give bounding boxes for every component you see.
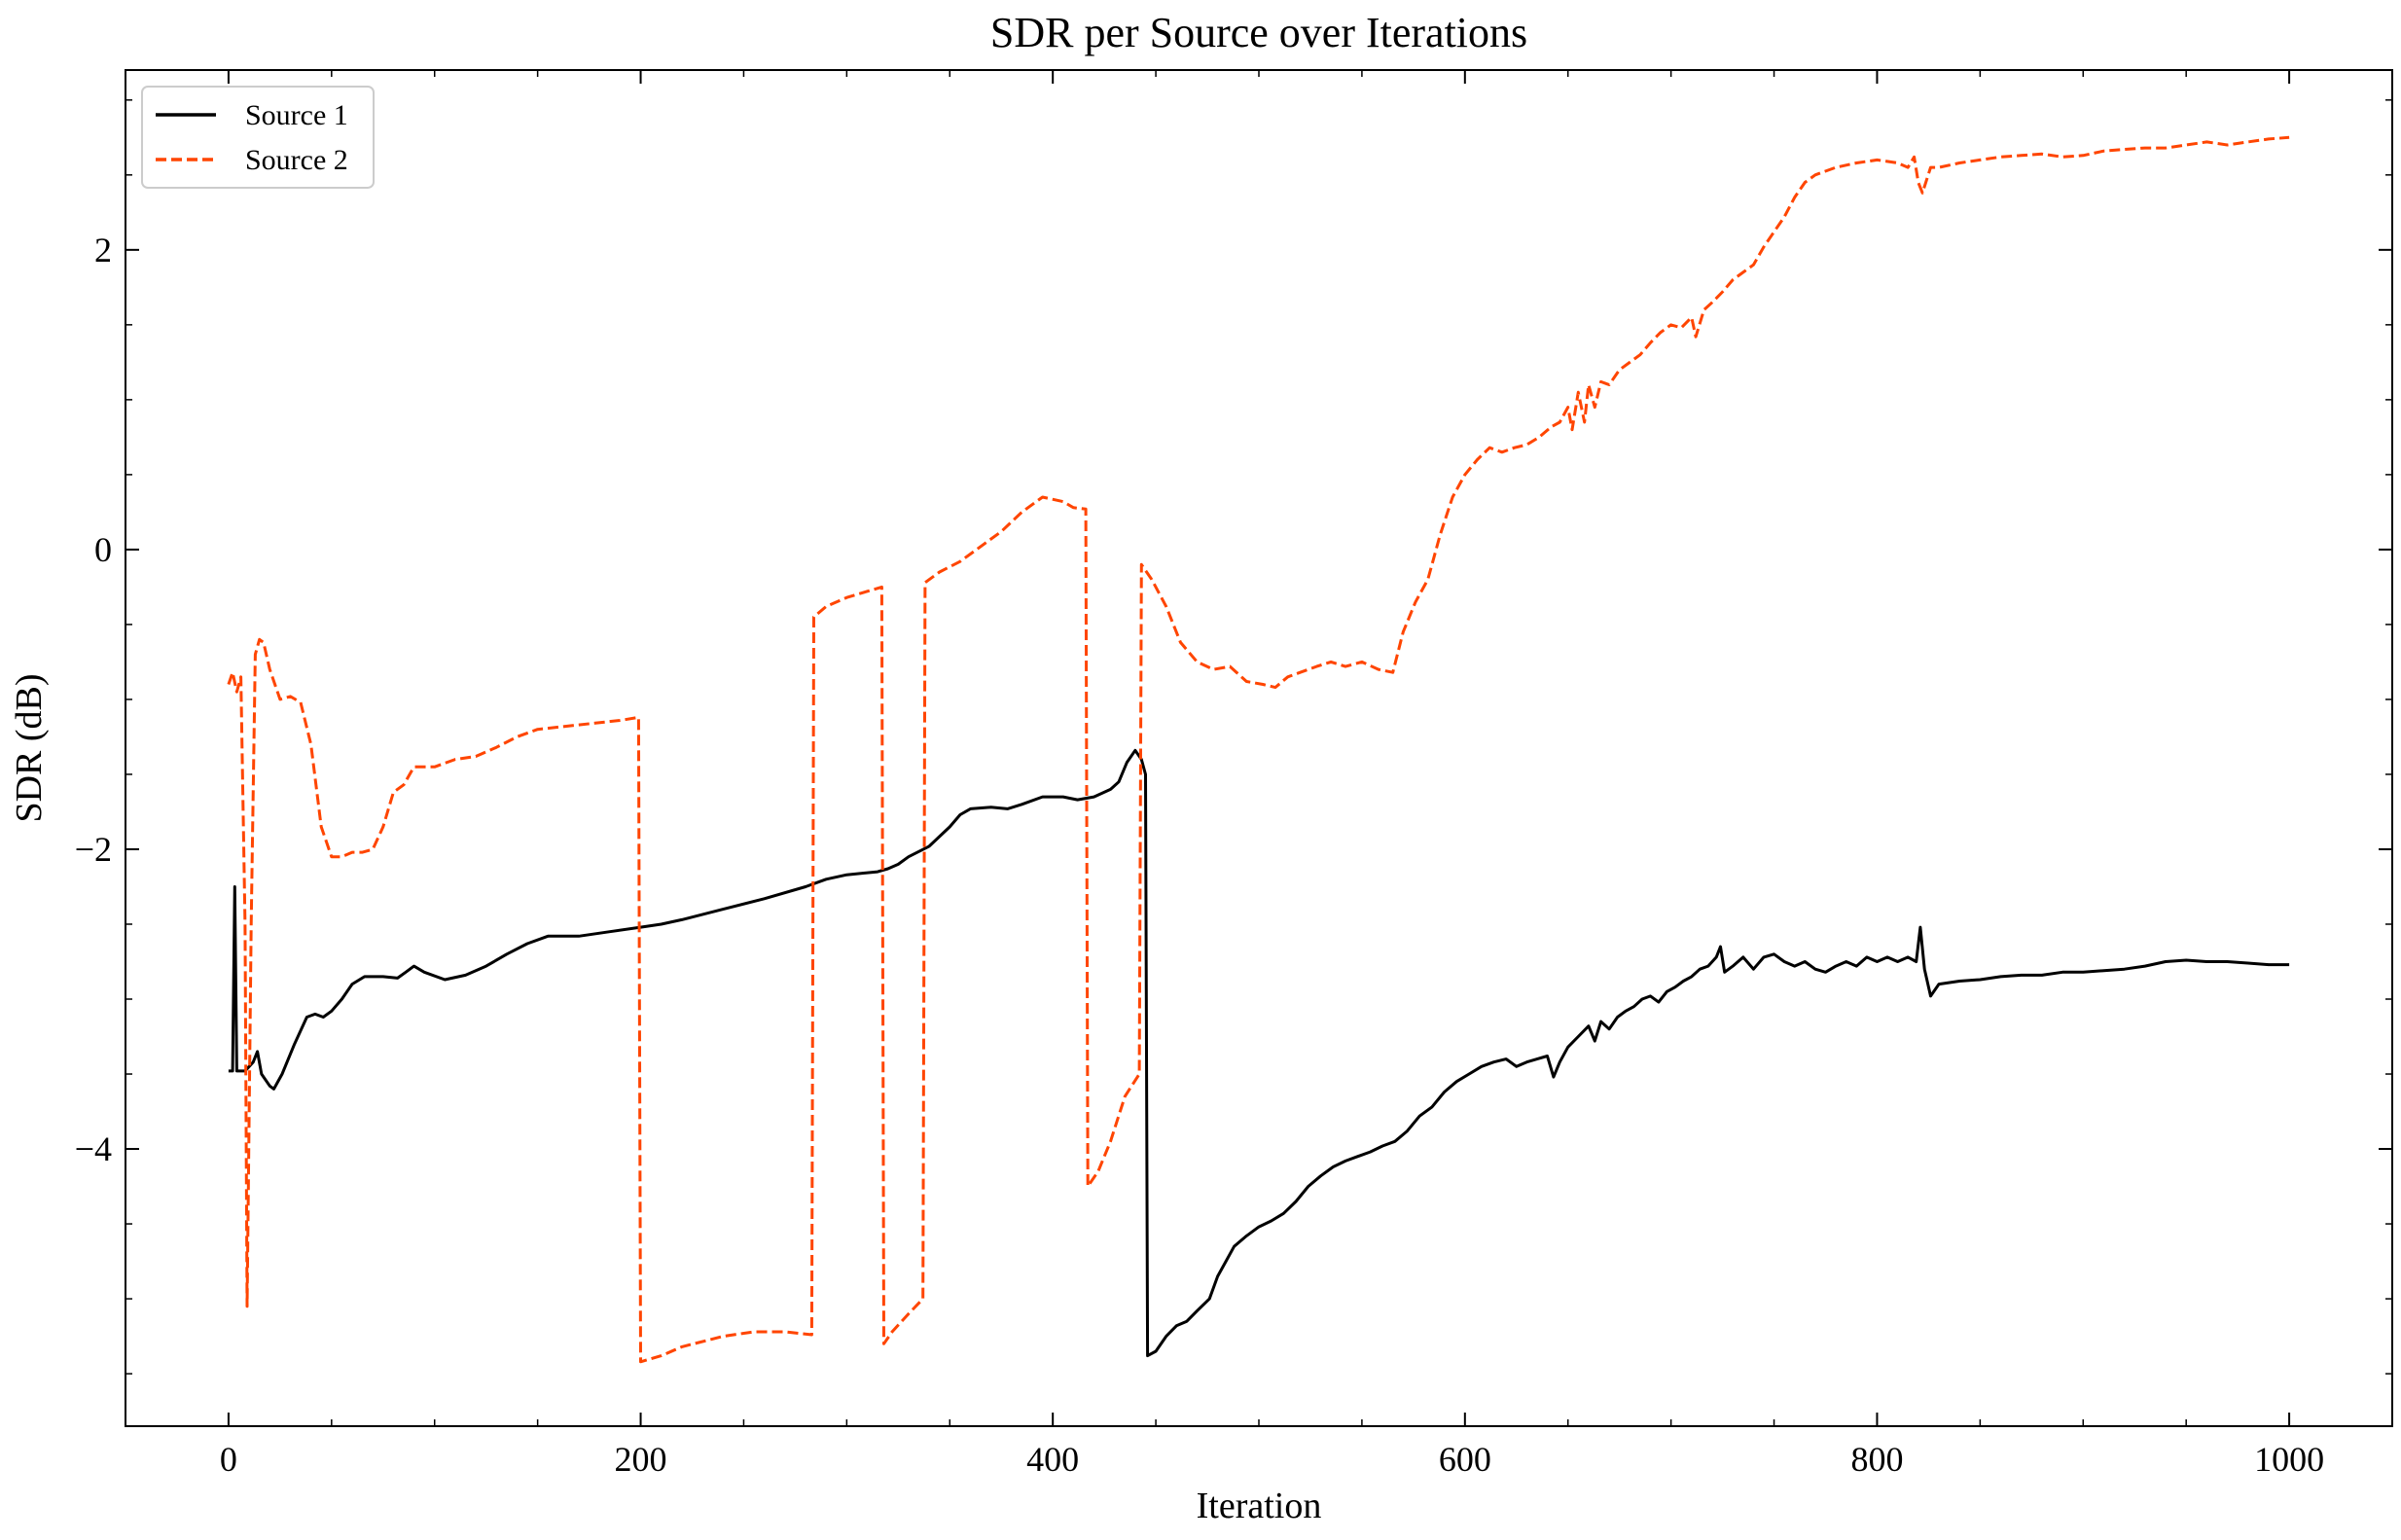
legend: Source 1 Source 2 bbox=[141, 86, 375, 189]
x-tick-label: 800 bbox=[1850, 1440, 1903, 1479]
x-axis-label: Iteration bbox=[1197, 1486, 1322, 1526]
plot-frame bbox=[125, 69, 2393, 1427]
x-tick-label: 1000 bbox=[2254, 1440, 2324, 1479]
y-tick-label: 0 bbox=[94, 530, 112, 569]
y-axis-label: SDR (dB) bbox=[9, 673, 50, 822]
y-tick-label: 2 bbox=[94, 231, 112, 269]
y-tick-label: −2 bbox=[75, 830, 112, 869]
x-tick-label: 400 bbox=[1026, 1440, 1079, 1479]
legend-box bbox=[141, 86, 375, 189]
series-line-source-1 bbox=[228, 748, 2290, 1358]
x-tick-label: 200 bbox=[615, 1440, 667, 1479]
series-line-source-2 bbox=[227, 135, 2290, 1364]
legend-label-source-1: Source 1 bbox=[245, 99, 348, 131]
series-layer bbox=[227, 135, 2290, 1364]
legend-label-source-2: Source 2 bbox=[245, 144, 348, 176]
x-tick-label: 0 bbox=[220, 1440, 237, 1479]
y-tick-label: −4 bbox=[75, 1129, 112, 1168]
x-axis-ticks: 0 200 400 600 800 1000 bbox=[220, 70, 2324, 1479]
x-tick-label: 600 bbox=[1439, 1440, 1491, 1479]
chart-title: SDR per Source over Iterations bbox=[990, 9, 1527, 56]
y-axis-ticks: −4 −2 0 2 bbox=[75, 99, 2392, 1375]
